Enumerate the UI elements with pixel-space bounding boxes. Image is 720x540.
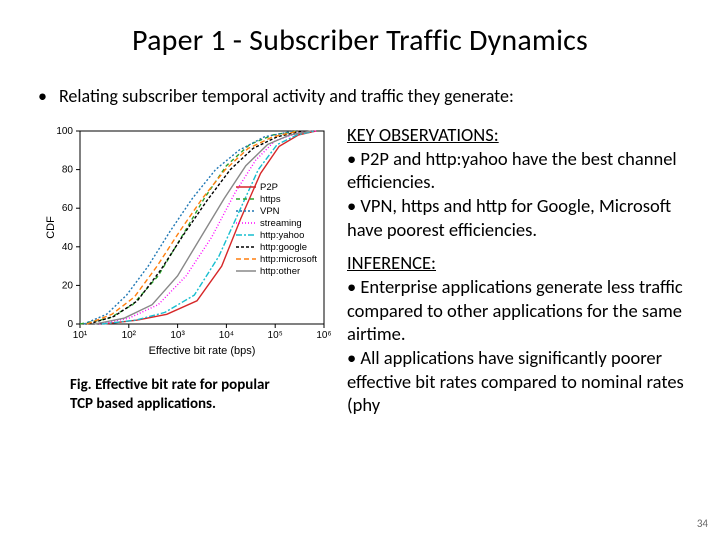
svg-text:40: 40 <box>62 242 74 253</box>
observations-block: KEY OBSERVATIONS: • P2P and http:yahoo h… <box>347 123 686 241</box>
figure-caption: Fig. Effective bit rate for popular TCP … <box>70 376 270 414</box>
svg-text:10⁶: 10⁶ <box>316 330 331 341</box>
slide-title: Paper 1 - Subscriber Traffic Dynamics <box>30 22 690 59</box>
svg-text:100: 100 <box>56 126 73 137</box>
inference-heading: INFERENCE: <box>347 251 436 274</box>
svg-text:http:google: http:google <box>260 242 307 253</box>
svg-text:10⁴: 10⁴ <box>219 330 234 341</box>
chart-svg: 0 20 40 60 80 100 10¹ 10² 10³ 10⁴ 10⁵ 10⁶ Effective … <box>42 123 332 358</box>
inf-line-2: • All applications have significantly po… <box>347 346 686 417</box>
svg-text:http:other: http:other <box>260 266 300 277</box>
top-bullet: •Relating subscriber temporal activity a… <box>30 85 690 107</box>
svg-text:P2P: P2P <box>260 182 278 193</box>
top-bullet-text: Relating subscriber temporal activity an… <box>59 85 514 107</box>
svg-text:10³: 10³ <box>170 330 185 341</box>
svg-text:CDF: CDF <box>45 216 57 239</box>
svg-text:streaming: streaming <box>260 218 302 229</box>
inference-block: INFERENCE: • Enterprise applications gen… <box>347 251 686 417</box>
svg-text:Effective bit rate (bps): Effective bit rate (bps) <box>149 345 256 357</box>
svg-text:10²: 10² <box>122 330 137 341</box>
svg-text:10¹: 10¹ <box>73 330 88 341</box>
obs-line-1: • P2P and http:yahoo have the best chann… <box>347 147 686 194</box>
page-number: 34 <box>697 517 708 530</box>
observations-heading: KEY OBSERVATIONS: <box>347 123 499 146</box>
svg-text:10⁵: 10⁵ <box>268 330 283 341</box>
inf-line-1: • Enterprise applications generate less … <box>347 275 686 346</box>
cdf-chart: 0 20 40 60 80 100 10¹ 10² 10³ 10⁴ 10⁵ 10⁶ Effective … <box>42 123 332 358</box>
svg-text:0: 0 <box>67 319 73 330</box>
svg-text:http:microsoft: http:microsoft <box>260 254 317 265</box>
svg-text:60: 60 <box>62 203 74 214</box>
svg-text:http:yahoo: http:yahoo <box>260 230 304 241</box>
svg-text:VPN: VPN <box>260 206 280 217</box>
svg-text:https: https <box>260 194 281 205</box>
svg-text:20: 20 <box>62 280 74 291</box>
obs-line-2: • VPN, https and http for Google, Micros… <box>347 194 686 241</box>
svg-text:80: 80 <box>62 165 74 176</box>
